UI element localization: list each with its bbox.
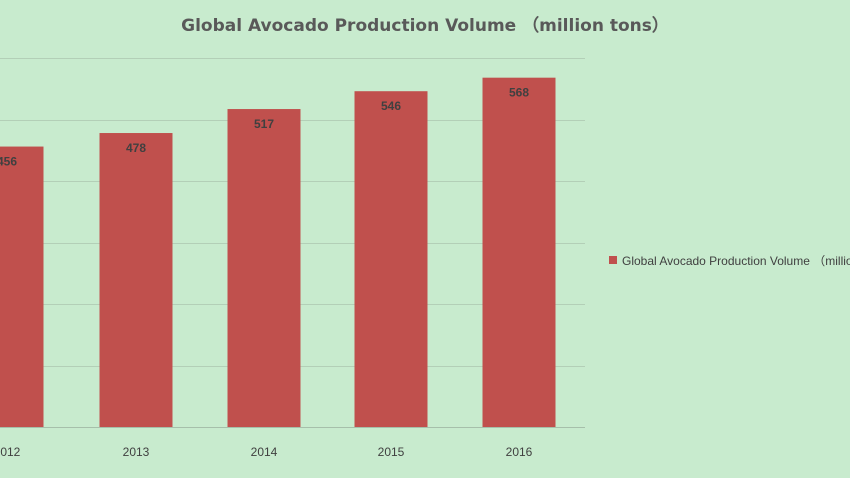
legend-entry-label: Global Avocado Production Volume （millio… bbox=[622, 254, 850, 268]
x-tick-2014: 2014 bbox=[251, 445, 278, 459]
x-tick-2013: 2013 bbox=[123, 445, 150, 459]
data-label-2016: 568 bbox=[509, 86, 529, 100]
bar-2013[interactable] bbox=[99, 133, 173, 427]
data-label-2013: 478 bbox=[126, 141, 146, 155]
data-label-2015: 546 bbox=[381, 99, 401, 113]
bar-2016[interactable] bbox=[482, 77, 556, 428]
bar-2012[interactable] bbox=[0, 146, 44, 427]
legend[interactable]: Global Avocado Production Volume （millio… bbox=[609, 254, 850, 268]
data-labels: 456 478 517 546 568 bbox=[0, 86, 529, 169]
bars bbox=[0, 77, 556, 428]
x-tick-2015: 2015 bbox=[378, 445, 405, 459]
x-tick-2012: 2012 bbox=[0, 445, 21, 459]
x-tick-2016: 2016 bbox=[506, 445, 533, 459]
bar-2015[interactable] bbox=[354, 91, 428, 428]
legend-swatch bbox=[609, 256, 617, 264]
data-label-2012: 456 bbox=[0, 155, 17, 169]
chart-title: Global Avocado Production Volume （millio… bbox=[181, 15, 669, 36]
data-label-2014: 517 bbox=[254, 117, 274, 131]
x-axis-tick-labels: 2012 2013 2014 2015 2016 bbox=[0, 445, 533, 459]
bar-2014[interactable] bbox=[227, 109, 301, 428]
